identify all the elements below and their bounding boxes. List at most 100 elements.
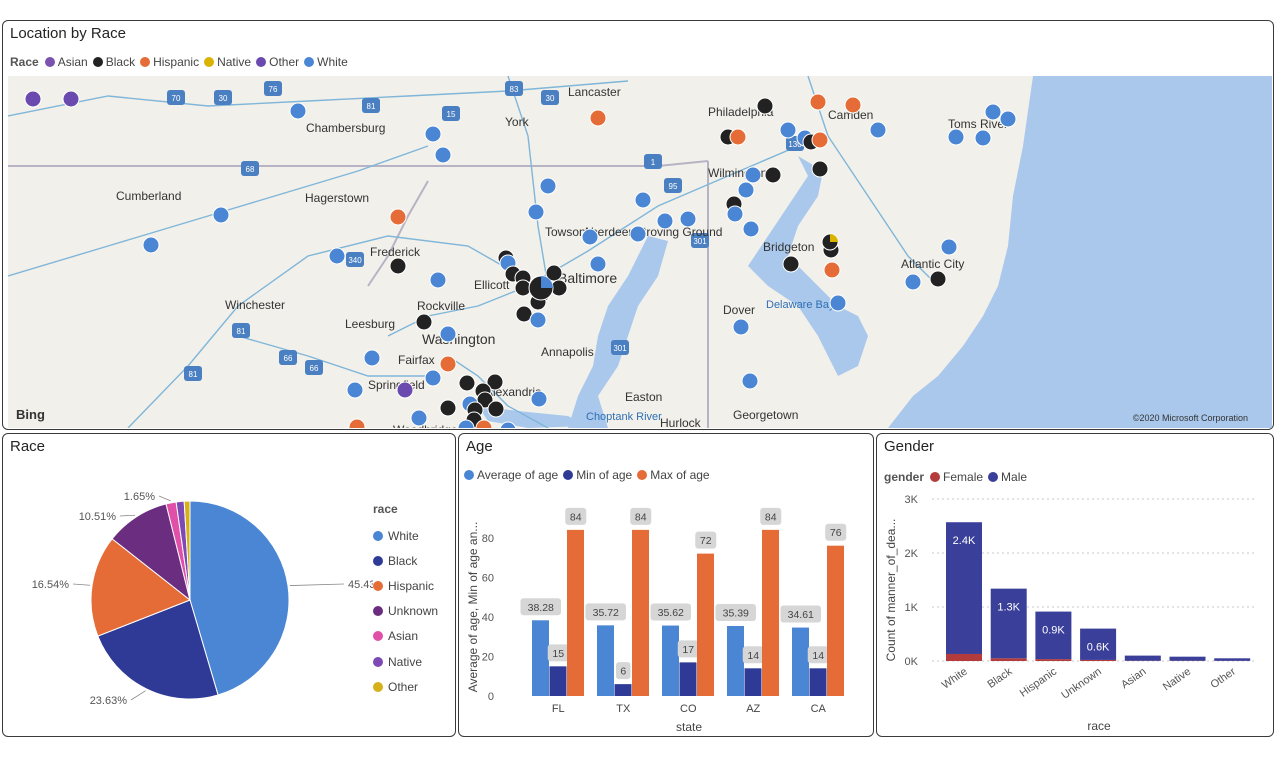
age-legend: Average of age Min of age Max of age [464,468,715,482]
place-label: Springfield [368,378,425,392]
road-shield-label: 30 [219,94,228,103]
race-legend: race White Black Hispanic Unknown Asian Nativ… [373,502,438,699]
gender-bar-chart[interactable]: 0K 1K 2K 3K Count of manner_of_dea...race 2.4… [877,486,1274,736]
race-legend-item[interactable]: White [373,523,438,548]
legend-dot-icon [373,580,383,591]
map-legend-item[interactable]: White [304,55,348,69]
age-ytick-label: 60 [482,572,494,584]
race-legend-label: Native [388,654,423,669]
age-bar-1 [744,668,762,696]
map-marker [737,181,755,199]
legend-dot-icon [373,631,383,642]
gender-legend-item[interactable]: Female [930,470,983,484]
race-legend-item[interactable]: Unknown [373,599,438,624]
gender-legend-item[interactable]: Male [988,470,1027,484]
age-bar-2 [762,529,779,696]
map-marker [744,166,762,184]
place-label: Baltimore [558,270,617,286]
age-legend-item[interactable]: Max of age [637,468,710,482]
map-marker [947,128,965,146]
road-shield-icon [305,360,323,375]
age-bar-2 [567,529,584,696]
place-label: Bridgeton [763,240,814,254]
gender-data-label: 2.4K [953,535,976,547]
gender-bar-male [1124,655,1161,661]
map-marker [869,121,887,139]
map-marker [363,349,381,367]
map-legend-item[interactable]: Black [92,55,135,69]
place-label: Woodbridge [393,423,458,428]
race-panel: Race 45.43% 23.63% 16.54% 10.51% 1.65% race … [2,433,456,737]
map-marker [545,264,563,282]
gender-ytick-label: 2K [905,548,919,560]
place-label: Ellicott [474,278,510,292]
chesapeake-bay [568,236,668,428]
pie-leader-line [72,583,91,586]
map-legend-item[interactable]: Hispanic [140,55,199,69]
map-legend-item[interactable]: Asian [44,55,88,69]
race-legend-item[interactable]: Other [373,674,438,699]
road-shield-icon [167,90,185,105]
race-pie-chart[interactable]: 45.43% 23.63% 16.54% 10.51% 1.65% [3,446,373,736]
map-marker [589,109,607,127]
road-shield-icon [232,323,250,338]
road-shield-label: 301 [613,344,627,353]
gender-xtick-label: White [940,666,970,692]
age-data-label-bg [780,605,821,623]
age-legend-item[interactable]: Min of age [563,468,632,482]
road-shield-icon [241,161,259,176]
age-data-label: 35.72 [593,607,619,619]
age-data-label: 15 [552,648,564,660]
age-legend-item[interactable]: Average of age [464,468,558,482]
road-shield-label: 81 [367,102,376,111]
road-shield-label: 340 [348,256,362,265]
gender-legend: gender Female Male [884,470,1032,484]
pie-leader-line [289,583,345,586]
age-data-label: 84 [635,511,647,523]
gender-xtick-label: Asian [1119,666,1148,692]
age-data-label-bg [565,507,587,525]
road-shield-label: 66 [310,364,319,373]
pie-slice-white [189,500,290,696]
map-marker [289,102,307,120]
map-marker-slice [541,276,553,288]
map-marker [809,93,827,111]
map-marker [634,191,652,209]
race-legend-item[interactable]: Native [373,649,438,674]
age-data-label-bg [616,662,631,680]
pie-data-label: 23.63% [90,695,128,707]
map-legend-item[interactable]: Other [256,55,299,69]
map-legend-item[interactable]: Native [204,55,251,69]
gender-xtick-label: Native [1161,666,1193,694]
map-copyright: ©2020 Microsoft Corporation [1133,413,1248,423]
road-shield-icon [362,98,380,113]
age-bar-0 [597,625,614,696]
race-title: Race [10,438,46,455]
place-label: Hagerstown [305,191,369,205]
map-marker [434,146,452,164]
map-marker [487,400,505,418]
place-label: Delaware Bay [766,299,835,311]
age-xtick-label: CO [680,703,697,715]
map-marker [410,409,428,427]
map-marker [415,313,433,331]
gender-ytick-label: 1K [905,602,919,614]
map-marker [756,97,774,115]
road-shield-label: 81 [237,327,246,336]
place-label: Frederick [370,245,421,259]
race-legend-item[interactable]: Black [373,548,438,573]
age-bar-1 [809,668,827,696]
age-data-label-bg [695,531,717,549]
place-label: Rockville [417,299,465,313]
road-shield-label: 83 [510,85,519,94]
road-shield-icon [279,350,297,365]
legend-dot-icon [204,57,215,67]
age-data-label-bg [715,604,756,622]
age-data-label: 35.39 [723,608,749,620]
gender-bar-male [1035,611,1072,660]
age-ytick-label: 0 [488,691,494,703]
race-legend-item[interactable]: Hispanic [373,573,438,598]
race-legend-item[interactable]: Asian [373,624,438,649]
